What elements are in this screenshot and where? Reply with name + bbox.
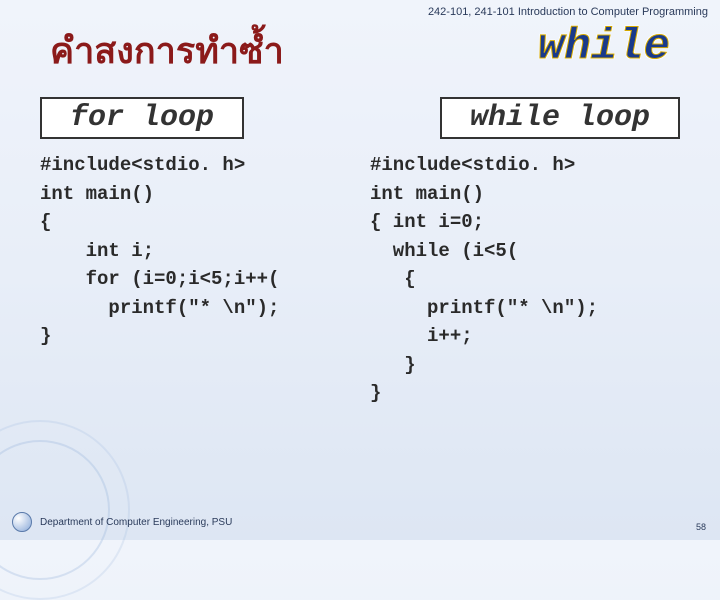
for-loop-box: for loop xyxy=(40,97,244,139)
slide-title-keyword: while xyxy=(538,22,670,79)
footer-text: Department of Computer Engineering, PSU xyxy=(40,517,232,528)
course-header: 242-101, 241-101 Introduction to Compute… xyxy=(428,6,708,18)
for-loop-code: #include<stdio. h> int main() { int i; f… xyxy=(40,151,350,408)
footer-logo-icon xyxy=(12,512,32,532)
page-number: 58 xyxy=(696,522,706,532)
footer: Department of Computer Engineering, PSU xyxy=(12,512,232,532)
slide-title-thai: คำสงการทำซ้ำ xyxy=(50,22,284,79)
while-loop-code: #include<stdio. h> int main() { int i=0;… xyxy=(370,151,680,408)
loop-box-row: for loop while loop xyxy=(0,97,720,139)
code-row: #include<stdio. h> int main() { int i; f… xyxy=(0,139,720,408)
while-loop-box: while loop xyxy=(440,97,680,139)
